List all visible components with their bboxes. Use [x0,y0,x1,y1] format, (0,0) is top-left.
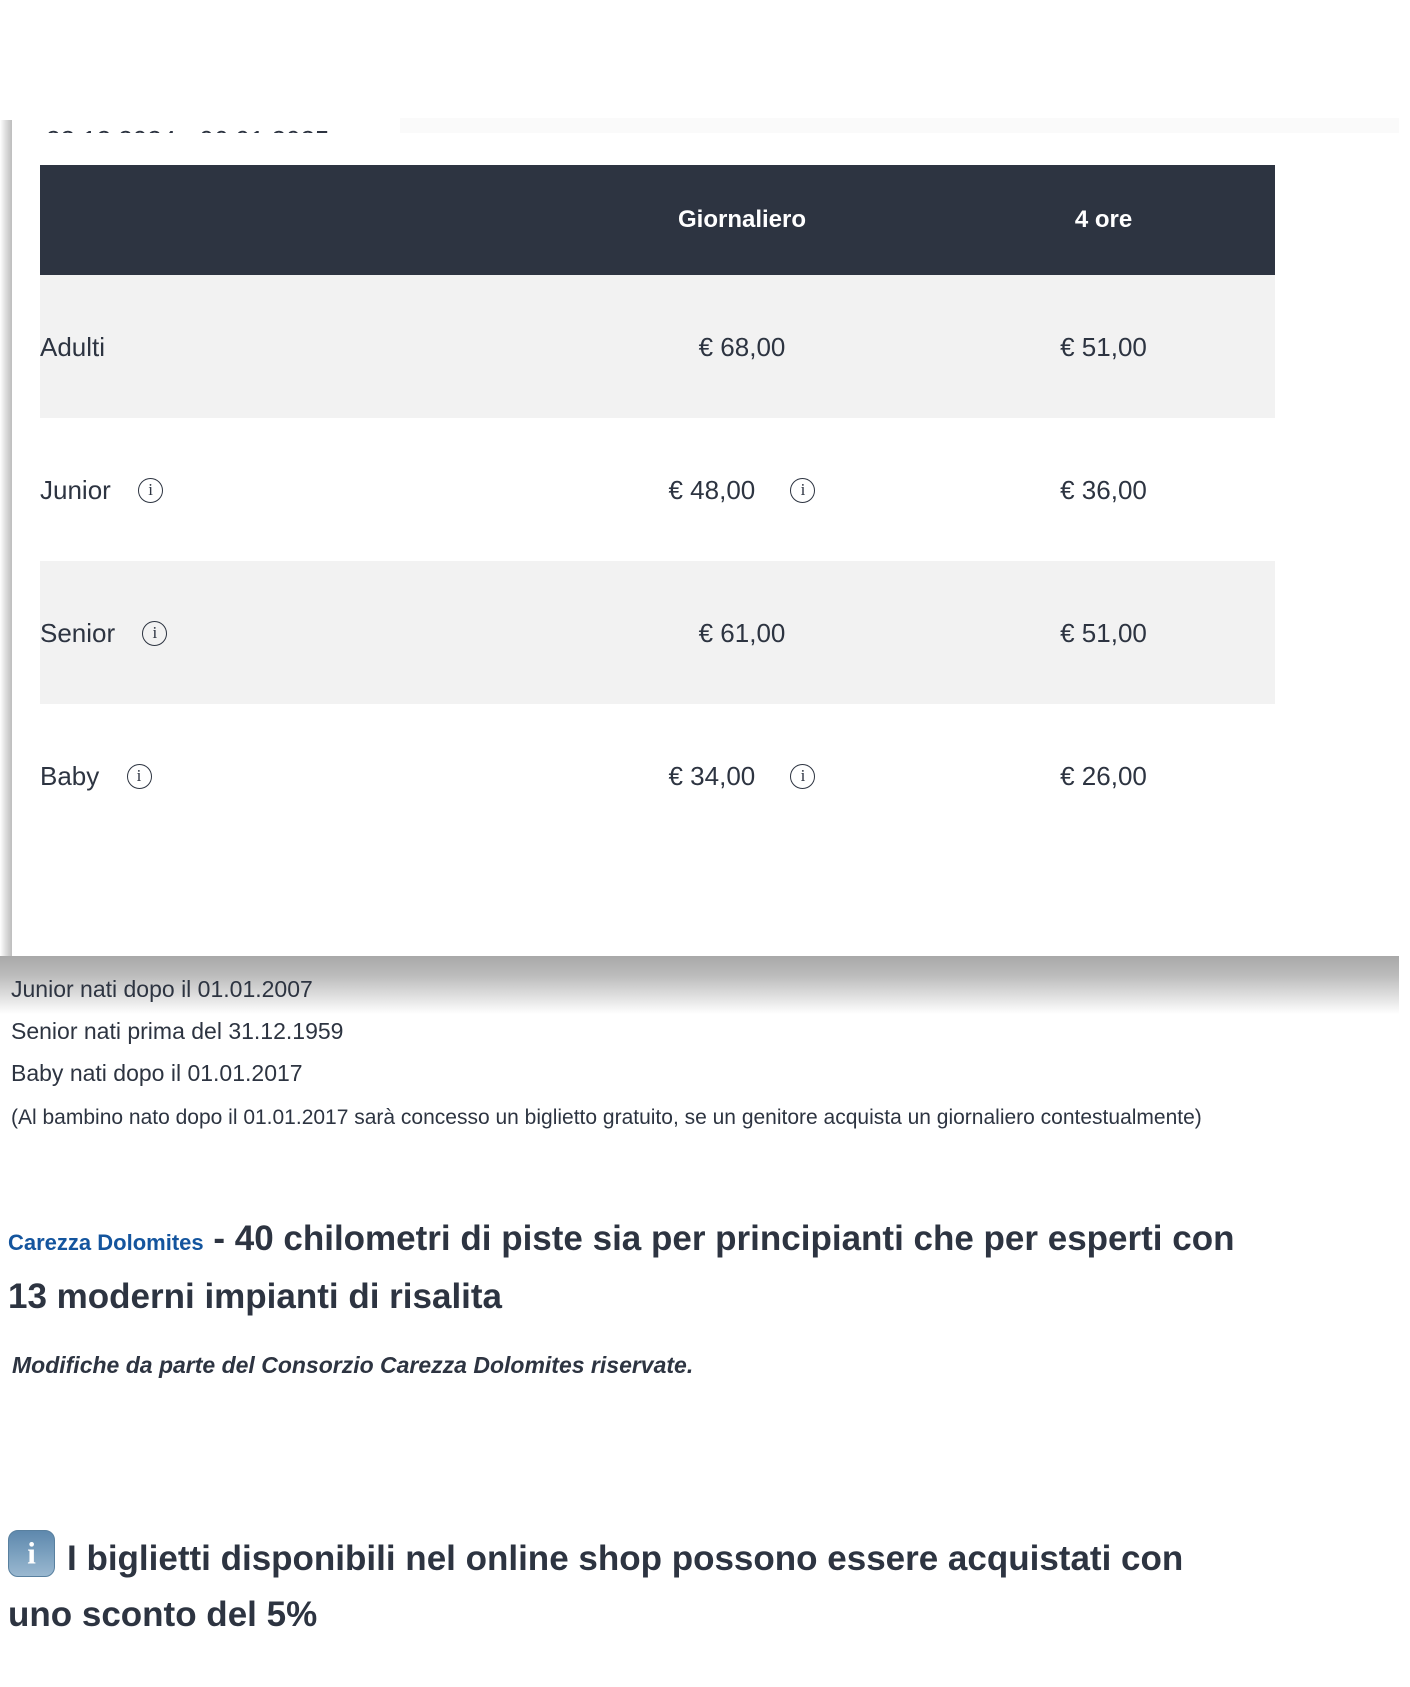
table-row: Baby € 34,00 € 26,00 [40,704,1275,847]
footnote-senior: Senior nati prima del 31.12.1959 [11,1018,344,1044]
online-shop-info-banner: I biglietti disponibili nel online shop … [8,1530,1228,1643]
table-row: Senior € 61,00 € 51,00 [40,561,1275,704]
row-four-hours-cell: € 26,00 [932,704,1275,847]
row-daily-price: € 61,00 [698,617,786,648]
footnote-junior: Junior nati dopo il 01.01.2007 [11,976,313,1002]
row-daily-cell: € 68,00 [552,275,932,418]
row-label-cell: Baby [40,704,552,847]
header-label [40,165,552,275]
row-daily-cell: € 34,00 [552,704,932,847]
row-four-hours-price: € 51,00 [1060,617,1147,648]
row-label: Senior [40,617,116,648]
row-daily-cell: € 48,00 [552,418,932,561]
footnotes: Junior nati dopo il 01.01.2007 Senior na… [11,968,1341,1138]
table-row: Junior € 48,00 € 36,00 [40,418,1275,561]
info-icon[interactable] [790,763,816,789]
row-label: Adulti [40,331,106,362]
row-daily-price: € 48,00 [668,474,756,505]
row-daily-price: € 68,00 [698,331,786,362]
pricing-table: Giornaliero 4 ore Adulti € 68,00 € 51,00… [40,165,1275,847]
consortium-disclaimer: Modifiche da parte del Consorzio Carezza… [12,1352,694,1378]
information-emoji-icon [8,1530,55,1577]
row-daily-cell: € 61,00 [552,561,932,704]
carezza-dolomites-link[interactable]: Carezza Dolomites [8,1230,204,1255]
header-giornaliero: Giornaliero [552,165,932,275]
online-shop-info-text: I biglietti disponibili nel online shop … [8,1539,1184,1634]
info-icon[interactable] [126,763,152,789]
row-label-cell: Junior [40,418,552,561]
row-four-hours-price: € 51,00 [1060,331,1147,362]
row-four-hours-cell: € 36,00 [932,418,1275,561]
row-four-hours-cell: € 51,00 [932,275,1275,418]
row-daily-price: € 34,00 [668,760,756,791]
row-four-hours-price: € 36,00 [1060,474,1147,505]
card-shadow-bottom [0,956,1399,1014]
row-label-cell: Adulti [40,275,552,418]
header-4-ore: 4 ore [932,165,1275,275]
resort-headline: Carezza Dolomites - 40 chilometri di pis… [8,1212,1238,1324]
row-label: Baby [40,760,100,791]
card-shadow-left [0,120,12,956]
footnote-baby: Baby nati dopo il 01.01.2017 [11,1060,303,1086]
pricing-table-body: Adulti € 68,00 € 51,00 Junior € 48,00 € … [40,275,1275,847]
headline-rest: - 40 chilometri di piste sia per princip… [8,1219,1235,1316]
footnote-free-child: (Al bambino nato dopo il 01.01.2017 sarà… [11,1106,1202,1129]
row-four-hours-price: € 26,00 [1060,760,1147,791]
info-icon[interactable] [142,620,168,646]
row-label-cell: Senior [40,561,552,704]
table-row: Adulti € 68,00 € 51,00 [40,275,1275,418]
pricing-table-head: Giornaliero 4 ore [40,165,1275,275]
row-label: Junior [40,474,111,505]
table-header-row: Giornaliero 4 ore [40,165,1275,275]
row-four-hours-cell: € 51,00 [932,561,1275,704]
info-icon[interactable] [790,477,816,503]
info-icon[interactable] [138,477,164,503]
